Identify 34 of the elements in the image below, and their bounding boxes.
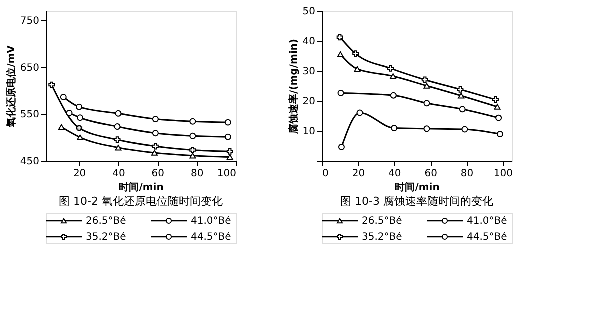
x-tick-label: 40 (112, 168, 126, 180)
y-tick-label: 10 (302, 126, 316, 138)
y-tick-label: 550 (20, 110, 40, 121)
y-tick-label: 20 (302, 96, 316, 108)
y-tick-label: 50 (302, 6, 316, 18)
legend-label: 44.5°Bé (467, 232, 508, 243)
y-axis-title: 氧化还原电位/mV (5, 45, 18, 128)
x-tick-label: 80 (190, 168, 204, 180)
legend-label: 26.5°Bé (86, 216, 126, 227)
x-tick-label: 100 (217, 168, 236, 180)
x-tick-label: 100 (494, 168, 513, 180)
text: 图 10-2 氧化还原电位随时间变化 (59, 195, 223, 208)
legend-label: 26.5°Bé (362, 216, 402, 227)
y-tick-label: 450 (20, 156, 40, 168)
y-axis-title: 腐蚀速率/(mg/min) (288, 39, 300, 135)
x-tick-label: 80 (460, 168, 474, 180)
legend-label: 41.0°Bé (467, 216, 508, 227)
text: 图 10-3 腐蚀速率随时间的变化 (340, 195, 494, 208)
x-tick-label: 60 (152, 168, 165, 180)
x-tick-label: 20 (352, 168, 366, 180)
y-tick-label: 750 (20, 16, 40, 27)
x-tick-label: 0 (322, 168, 329, 180)
legend-label: 41.0°Bé (191, 216, 232, 227)
x-tick-label: 40 (388, 168, 402, 180)
x-tick-label: 60 (424, 168, 438, 180)
y-tick-label: 650 (20, 62, 40, 74)
x-axis-title: 时间/min (119, 182, 164, 194)
legend-label: 44.5°Bé (191, 232, 232, 243)
x-tick-label: 20 (73, 168, 86, 180)
legend-label: 35.2°Bé (86, 232, 126, 243)
x-axis-title: 时间/min (395, 182, 440, 194)
legend-label: 35.2°Bé (362, 232, 402, 243)
y-tick-label: 40 (302, 36, 316, 48)
y-tick-label: 30 (302, 66, 316, 78)
